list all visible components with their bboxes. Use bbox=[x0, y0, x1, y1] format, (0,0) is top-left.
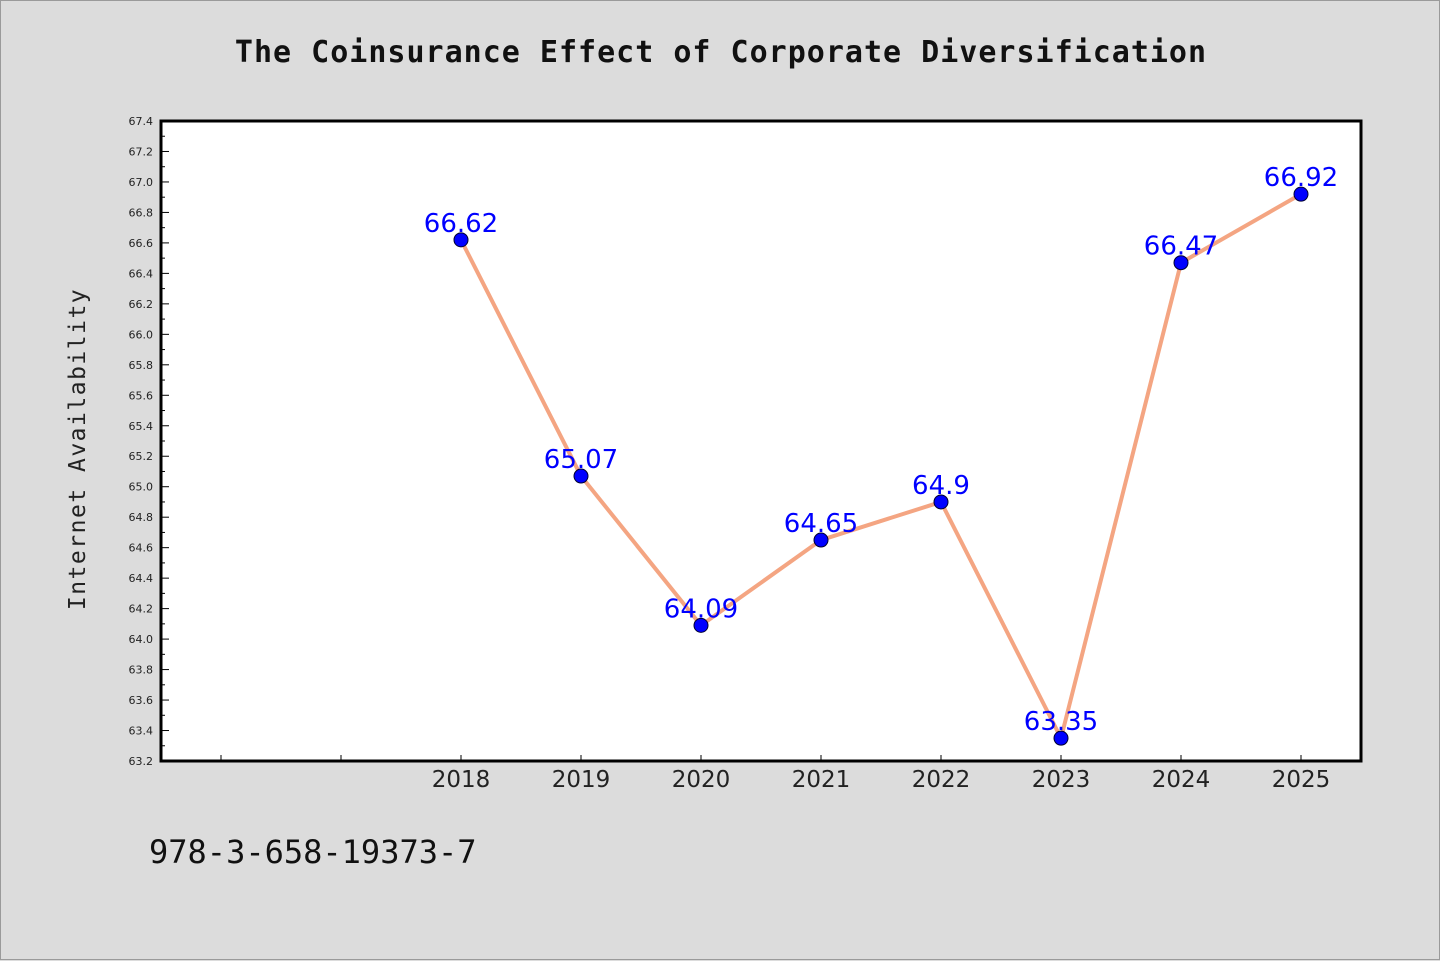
y-axis-label: Internet Availability bbox=[65, 288, 91, 610]
y-tick-label: 67.2 bbox=[129, 145, 154, 158]
y-tick-label: 65.4 bbox=[129, 420, 154, 433]
data-point bbox=[573, 468, 589, 484]
data-point bbox=[1173, 255, 1189, 271]
x-tick-label: 2019 bbox=[552, 767, 611, 793]
data-label: 65.07 bbox=[544, 445, 618, 475]
series-line bbox=[459, 192, 1303, 741]
data-label: 66.92 bbox=[1264, 163, 1338, 193]
data-label: 64.65 bbox=[784, 509, 858, 539]
x-tick-label: 2024 bbox=[1152, 767, 1211, 793]
data-label: 64.9 bbox=[912, 471, 970, 501]
y-tick-label: 65.6 bbox=[129, 389, 154, 402]
x-tick-label: 2025 bbox=[1272, 767, 1331, 793]
data-label: 66.47 bbox=[1144, 232, 1218, 262]
data-markers bbox=[453, 186, 1309, 746]
y-tick-label: 67.0 bbox=[129, 176, 154, 189]
data-label: 66.62 bbox=[424, 209, 498, 239]
y-tick-label: 65.0 bbox=[129, 481, 154, 494]
data-point bbox=[933, 494, 949, 510]
x-tick-label: 2023 bbox=[1032, 767, 1091, 793]
data-labels: 66.62 65.07 64.09 64.65 64.9 63.35 66.47 66.92 bbox=[424, 163, 1338, 737]
x-axis-ticks: 2018 2019 2020 2021 2022 2023 2024 2025 bbox=[220, 755, 1331, 793]
y-tick-label: 64.0 bbox=[129, 633, 154, 646]
y-tick-label: 66.2 bbox=[129, 298, 154, 311]
data-point bbox=[453, 232, 469, 248]
data-point bbox=[1053, 730, 1069, 746]
data-label: 64.09 bbox=[664, 594, 738, 624]
y-tick-label: 64.6 bbox=[129, 542, 154, 555]
data-label: 63.35 bbox=[1024, 707, 1098, 737]
chart-title: The Coinsurance Effect of Corporate Dive… bbox=[234, 35, 1208, 70]
x-tick-label: 2022 bbox=[912, 767, 971, 793]
y-tick-label: 63.8 bbox=[129, 664, 154, 677]
y-tick-label: 66.0 bbox=[129, 328, 154, 341]
y-tick-label: 67.4 bbox=[129, 115, 154, 128]
y-tick-label: 65.8 bbox=[129, 359, 154, 372]
y-tick-label: 63.4 bbox=[129, 725, 154, 738]
y-tick-label: 66.8 bbox=[129, 206, 154, 219]
data-point bbox=[813, 532, 829, 548]
y-tick-label: 64.8 bbox=[129, 511, 154, 524]
y-tick-label: 63.2 bbox=[129, 755, 154, 768]
y-axis-ticks: 63.2 63.4 63.6 63.8 64.0 64.2 64.4 64.6 64.8 65.0… bbox=[129, 115, 169, 768]
x-tick-label: 2020 bbox=[672, 767, 731, 793]
data-point bbox=[1293, 186, 1309, 202]
y-tick-label: 63.6 bbox=[129, 694, 154, 707]
y-tick-label: 66.4 bbox=[129, 267, 154, 280]
x-tick-label: 2021 bbox=[792, 767, 851, 793]
data-point bbox=[693, 617, 709, 633]
y-tick-label: 64.4 bbox=[129, 572, 154, 585]
footer-identifier: 978-3-658-19373-7 bbox=[149, 833, 477, 871]
plot-area bbox=[159, 119, 1363, 763]
x-tick-label: 2018 bbox=[432, 767, 491, 793]
y-tick-label: 66.6 bbox=[129, 237, 154, 250]
y-tick-label: 64.2 bbox=[129, 603, 154, 616]
y-tick-label: 65.2 bbox=[129, 450, 154, 463]
